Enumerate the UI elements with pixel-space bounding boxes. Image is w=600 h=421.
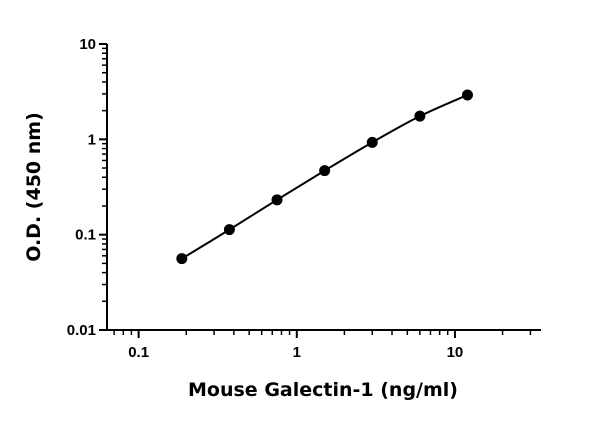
data-point [176, 253, 188, 265]
x-tick-label: 10 [447, 344, 464, 361]
axes [106, 44, 541, 331]
y-tick-label: 1 [88, 131, 96, 148]
x-tick-label: 0.1 [128, 344, 149, 361]
x-axis-label: Mouse Galectin-1 (ng/ml) [188, 379, 458, 401]
fit-curve [181, 94, 468, 260]
y-tick-label: 0.1 [75, 227, 96, 244]
data-point [414, 110, 426, 122]
x-tick-label: 1 [293, 344, 301, 361]
y-axis-label: O.D. (450 nm) [23, 112, 45, 262]
data-point [223, 224, 235, 236]
data-point [319, 165, 331, 177]
data-point [461, 89, 473, 101]
y-tick-label: 0.01 [67, 322, 96, 339]
data-points [176, 89, 473, 265]
y-tick-label: 10 [79, 36, 96, 53]
data-point [366, 136, 378, 148]
data-point [271, 194, 283, 206]
ticks: 0.01 0.1 1 10 0.1 1 10 [67, 36, 532, 361]
